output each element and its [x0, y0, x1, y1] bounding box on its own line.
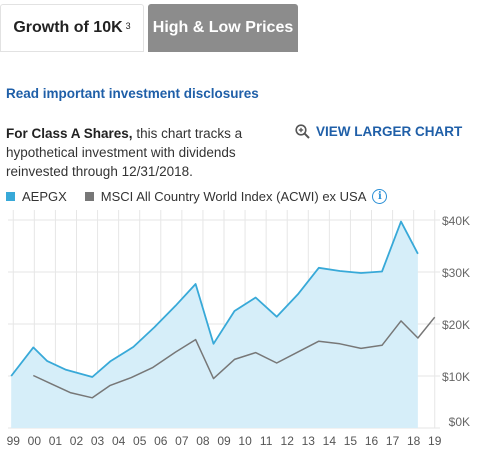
description-text: this chart tracks a hypothetical investm…	[6, 126, 243, 179]
x-tick-label: 01	[49, 434, 63, 448]
zoom-icon	[295, 124, 310, 139]
x-tick-label: 00	[28, 434, 42, 448]
y-tick-label: $10K	[442, 370, 470, 384]
x-tick-label: 19	[428, 434, 442, 448]
x-tick-label: 07	[175, 434, 189, 448]
y-tick-label: $30K	[442, 266, 470, 280]
x-tick-label: 13	[302, 434, 316, 448]
growth-chart: $0K $10K $20K $30K $40K 99 00 01 02 03 04 05 06 07 08 0…	[7, 210, 470, 448]
tab-high-low-label: High & Low Prices	[152, 19, 294, 36]
x-tick-label: 04	[112, 434, 126, 448]
index-series-line	[32, 316, 436, 399]
share-class-label: For Class A Shares,	[6, 126, 133, 141]
footnote-marker: 3	[125, 21, 131, 31]
legend-label-fund: AEPGX	[22, 189, 67, 204]
x-tick-label: 02	[70, 434, 84, 448]
view-larger-chart-button[interactable]: VIEW LARGER CHART	[295, 124, 462, 139]
fund-area	[11, 221, 418, 428]
x-tick-label: 12	[281, 434, 295, 448]
info-icon[interactable]: i	[372, 189, 388, 204]
legend-item-fund: AEPGX	[6, 189, 67, 204]
y-tick-label: $20K	[442, 318, 470, 332]
view-larger-chart-label: VIEW LARGER CHART	[316, 124, 463, 139]
legend-swatch-fund	[6, 192, 15, 201]
x-tick-label: 18	[407, 434, 421, 448]
x-tick-label: 10	[238, 434, 252, 448]
tab-growth-label: Growth of 10K	[13, 19, 123, 36]
x-tick-label: 99	[7, 434, 21, 448]
x-tick-label: 06	[154, 434, 168, 448]
tab-bar: Growth of 10K 3 High & Low Prices	[0, 4, 298, 52]
x-tick-label: 03	[91, 434, 105, 448]
investment-disclosures-link[interactable]: Read important investment disclosures	[6, 86, 259, 101]
x-tick-label: 05	[133, 434, 147, 448]
chart-description: For Class A Shares, this chart tracks a …	[6, 124, 286, 181]
tab-high-low-prices[interactable]: High & Low Prices	[148, 4, 298, 52]
x-tick-label: 11	[260, 434, 273, 448]
x-tick-label: 16	[365, 434, 379, 448]
y-tick-label: $40K	[442, 214, 470, 228]
fund-series-line	[10, 220, 419, 378]
x-tick-label: 17	[386, 434, 400, 448]
tab-growth-of-10k[interactable]: Growth of 10K 3	[0, 4, 144, 52]
x-tick-label: 08	[196, 434, 210, 448]
legend-label-index: MSCI All Country World Index (ACWI) ex U…	[100, 189, 367, 204]
legend-item-index: MSCI All Country World Index (ACWI) ex U…	[84, 189, 388, 204]
chart-legend: AEPGX MSCI All Country World Index (ACWI…	[6, 189, 388, 204]
legend-swatch-index	[84, 192, 94, 201]
y-tick-label: $0K	[449, 415, 470, 429]
x-tick-label: 14	[323, 434, 337, 448]
x-tick-label: 15	[344, 434, 358, 448]
x-tick-label: 09	[217, 434, 231, 448]
